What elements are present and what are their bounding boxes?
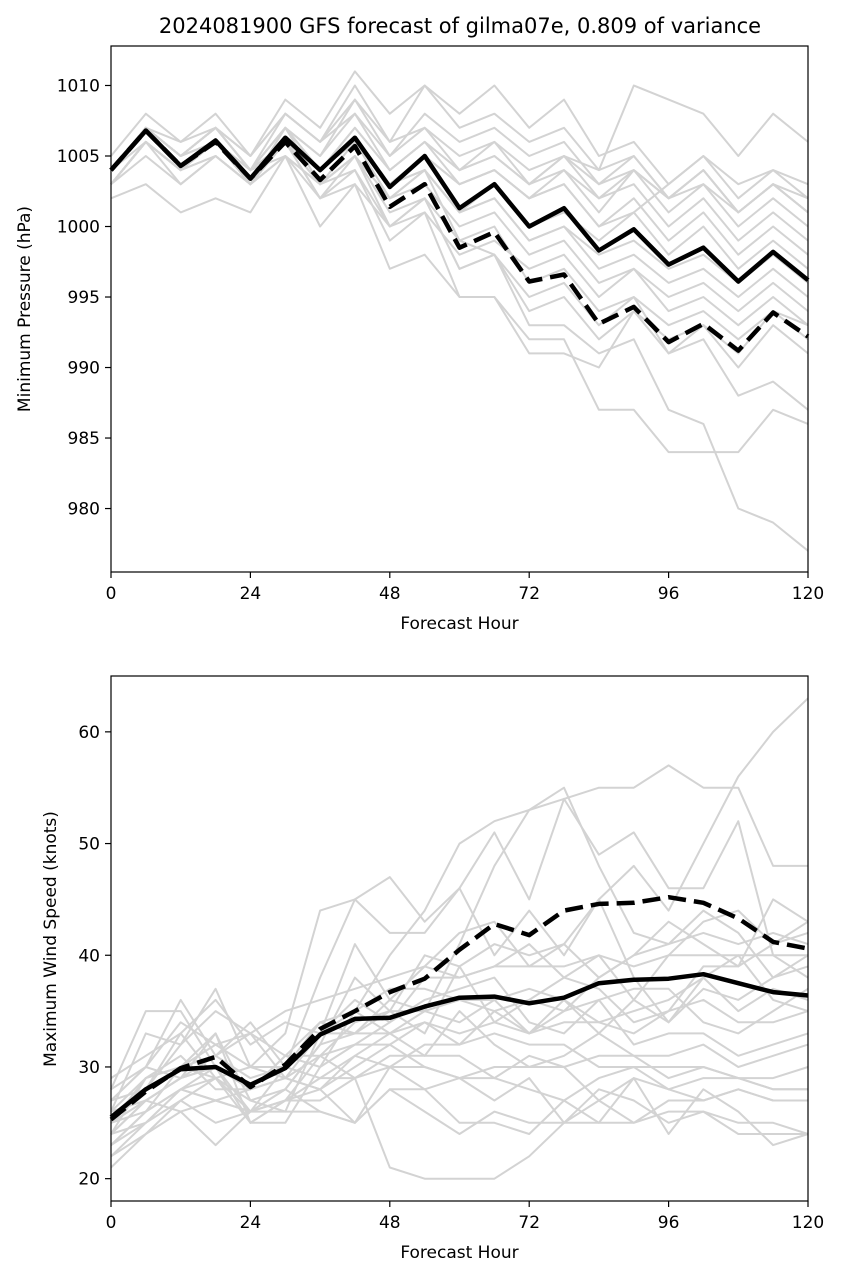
wind-chart: 0 24 48 72 96 120 20 30 40 50 60 Forecast Hour Ma… [41,675,824,1263]
wind-solid-line [109,971,809,1119]
pressure-highlight-lines [109,128,810,353]
pressure-y-tick-label: 995 [68,288,100,308]
pressure-x-tick-label: 96 [658,584,680,604]
pressure-y-tick-label: 980 [68,500,100,520]
pressure-x-axis-label: Forecast Hour [400,614,518,634]
pressure-y-tick-label: 990 [68,359,100,379]
pressure-y-axis-label: Minimum Pressure (hPa) [15,206,35,412]
wind-ensemble-line-16 [110,1032,808,1091]
pressure-x-tick-label: 72 [518,584,540,604]
wind-plot-frame [110,675,809,1202]
pressure-y-ticks: 980 985 990 995 1000 1005 1010 [57,76,111,520]
wind-y-tick-label: 60 [78,723,100,743]
chart-title: 2024081900 GFS forecast of gilma07e, 0.8… [159,14,761,38]
pressure-y-tick-label: 1005 [57,147,100,167]
wind-ensemble-line-13 [110,998,809,1158]
wind-ensemble-line-24 [110,954,808,1102]
pressure-x-tick-label: 120 [792,584,824,604]
wind-ensemble-line-23 [110,931,809,1135]
pressure-chart: 0 24 48 72 96 120 980 985 990 995 1000 1005 1010 Fo… [15,45,824,634]
wind-ensemble-line-10 [110,976,809,1113]
wind-ensemble-line-14 [110,1010,809,1146]
wind-x-ticks: 0 24 48 72 96 120 [106,1201,824,1233]
wind-ensemble-line-19 [110,1066,809,1147]
wind-y-tick-label: 40 [78,946,100,966]
pressure-y-tick-label: 985 [68,429,100,449]
wind-x-tick-label: 0 [106,1213,117,1233]
pressure-y-tick-label: 1010 [57,76,100,96]
pressure-x-tick-label: 24 [240,584,262,604]
pressure-plot-frame [110,45,809,573]
wind-ensemble-line-22 [110,1066,808,1146]
wind-highlight-lines [109,894,809,1122]
wind-y-ticks: 20 30 40 50 60 [78,723,111,1190]
wind-y-axis-label: Maximum Wind Speed (knots) [41,811,61,1067]
wind-x-tick-label: 24 [240,1213,262,1233]
wind-x-axis-label: Forecast Hour [400,1243,518,1263]
pressure-y-tick-label: 1000 [57,218,100,238]
pressure-x-tick-label: 0 [106,584,117,604]
wind-y-tick-label: 30 [78,1058,100,1078]
wind-y-tick-label: 50 [78,835,100,855]
wind-x-tick-label: 96 [658,1213,680,1233]
wind-ensemble-line-5 [110,898,809,1135]
wind-y-tick-label: 20 [78,1170,100,1190]
pressure-ensemble-line-20 [110,84,809,186]
wind-x-tick-label: 72 [518,1213,540,1233]
pressure-ensemble-line-18 [110,140,809,341]
wind-x-tick-label: 48 [379,1213,401,1233]
pressure-dashed-line [109,128,810,353]
wind-x-tick-label: 120 [792,1213,824,1233]
wind-dashed-line [109,894,809,1122]
pressure-x-tick-label: 48 [379,584,401,604]
pressure-x-ticks: 0 24 48 72 96 120 [106,572,824,604]
